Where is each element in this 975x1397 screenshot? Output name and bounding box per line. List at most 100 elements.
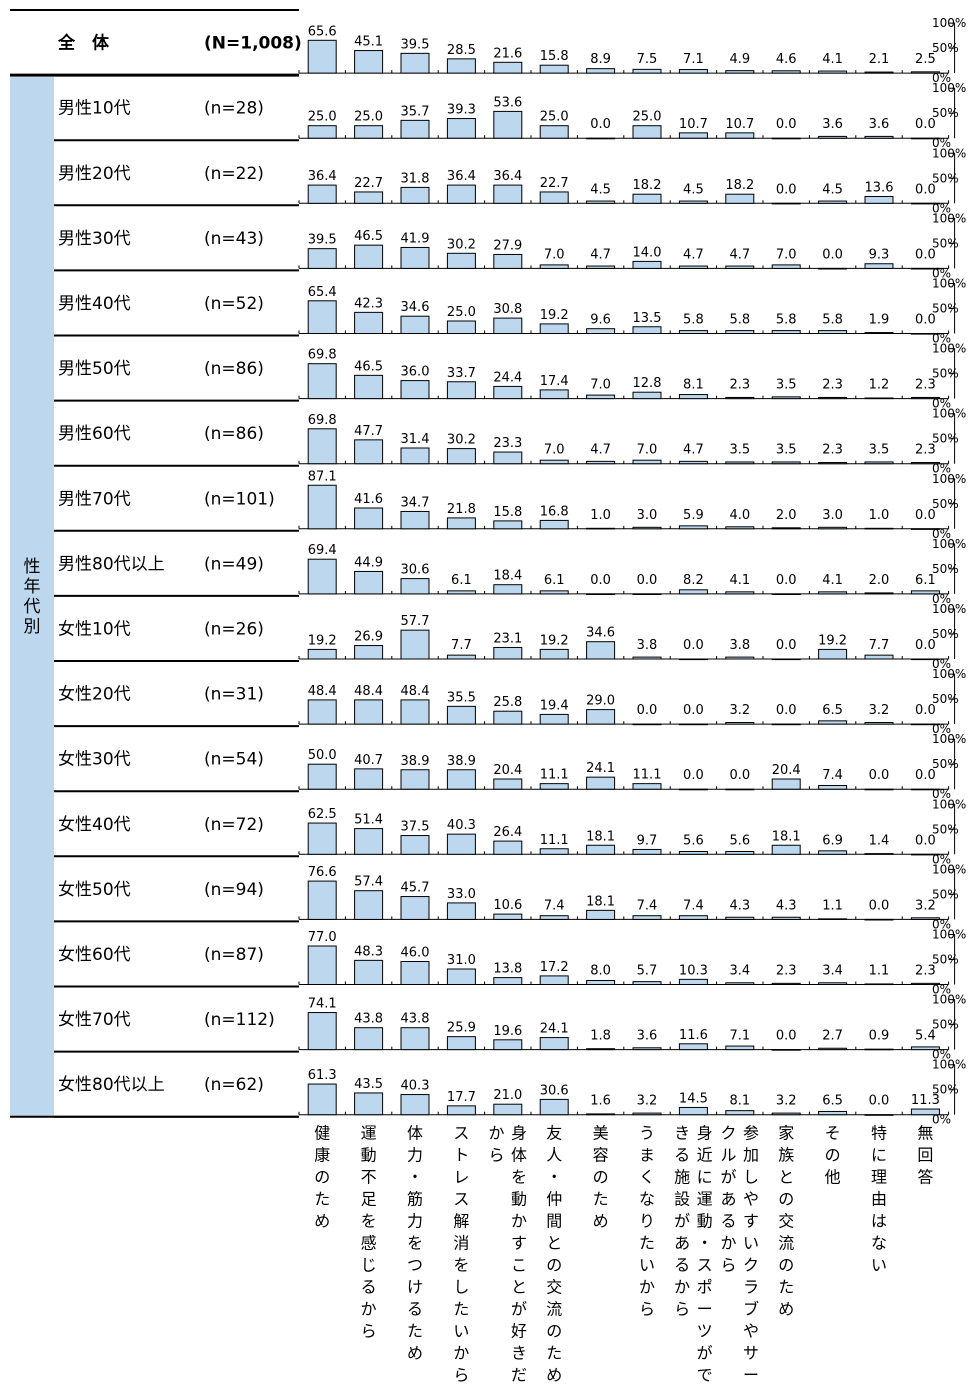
category-char: 答 (917, 1168, 933, 1187)
bar (493, 1039, 523, 1051)
data-label: 30.2 (447, 433, 476, 448)
category-char: あ (721, 1190, 737, 1209)
data-label: 22.7 (540, 176, 569, 191)
bar (818, 1110, 848, 1116)
data-label: 0.0 (683, 703, 704, 718)
data-label: 36.4 (493, 169, 522, 184)
category-char: 体 (407, 1124, 423, 1143)
category-char: 容 (593, 1146, 609, 1165)
bar (586, 527, 616, 530)
scale-label-100: 100% (932, 146, 966, 160)
category-char: し (453, 1278, 469, 1297)
data-label: 61.3 (308, 1068, 337, 1083)
category-char: 運 (361, 1124, 377, 1143)
category-char: い (639, 1256, 655, 1275)
data-label: 34.6 (401, 300, 430, 315)
scale-bracket (948, 673, 956, 725)
bar (539, 323, 569, 334)
data-label: 0.0 (776, 573, 797, 588)
bar (771, 844, 801, 855)
data-label: 0.0 (637, 703, 658, 718)
bar (354, 1092, 384, 1116)
scale-bracket (948, 803, 956, 855)
bar (771, 264, 801, 269)
scale-label-100: 100% (932, 211, 966, 225)
category-char: め (314, 1212, 330, 1231)
scale-bracket (948, 868, 956, 920)
data-label: 6.1 (451, 573, 472, 588)
bar (632, 981, 662, 986)
data-label: 8.1 (729, 1094, 750, 1109)
bar (910, 528, 940, 530)
data-label: 38.9 (401, 754, 430, 769)
bar (446, 705, 476, 725)
data-label: 30.6 (401, 563, 430, 578)
data-label: 87.1 (308, 469, 337, 484)
scale-label-100: 100% (932, 667, 966, 681)
category-char: の (593, 1168, 609, 1187)
data-label: 37.5 (401, 820, 430, 835)
data-label: 77.0 (308, 930, 337, 945)
category-char: 友 (546, 1124, 562, 1143)
data-label: 0.0 (637, 573, 658, 588)
data-label: 6.1 (915, 573, 936, 588)
category-char: ツ (697, 1322, 713, 1341)
data-label: 18.1 (772, 829, 801, 844)
bar (446, 1036, 476, 1051)
data-label: 1.1 (869, 964, 890, 979)
data-label: 26.4 (493, 825, 522, 840)
row-n-label: (n=54) (204, 750, 264, 770)
bar (632, 326, 662, 334)
scale-bracket (948, 217, 956, 269)
scale-label-50: 50% (932, 562, 959, 576)
scale-label-100: 100% (932, 732, 966, 746)
bar (539, 191, 569, 204)
category-char: を (407, 1234, 423, 1253)
data-label: 2.1 (869, 52, 890, 67)
bar (586, 137, 616, 140)
scale-label-100: 100% (932, 472, 966, 486)
category-char: 交 (546, 1278, 562, 1297)
scale-bracket (948, 608, 956, 659)
data-label: 3.0 (822, 508, 843, 523)
category-char: す (743, 1212, 759, 1231)
data-label: 25.0 (540, 110, 569, 125)
category-char: 無 (917, 1124, 933, 1143)
bar (678, 1106, 708, 1116)
category-char: や (743, 1190, 759, 1209)
bar (725, 788, 755, 791)
data-label: 15.8 (540, 49, 569, 64)
row-label: 男性60代 (58, 424, 131, 444)
data-label: 3.2 (869, 703, 890, 718)
row-label: 女性20代 (58, 685, 131, 705)
data-label: 3.2 (776, 1094, 797, 1109)
bar (818, 1047, 848, 1051)
category-char: る (674, 1146, 690, 1165)
data-label: 9.3 (869, 247, 890, 262)
bar (771, 527, 801, 530)
data-label: 18.1 (586, 829, 615, 844)
data-label: 10.7 (725, 117, 754, 132)
row-n-label: (n=49) (204, 554, 264, 574)
data-label: 11.1 (540, 768, 569, 783)
category-char: る (674, 1256, 690, 1275)
data-label: 3.8 (637, 638, 658, 653)
bar (818, 785, 848, 790)
bar (678, 723, 708, 726)
data-label: 7.7 (869, 638, 890, 653)
category-char: ら (674, 1300, 690, 1319)
scale-label-100: 100% (932, 277, 966, 291)
category-char: た (593, 1190, 609, 1209)
bar (539, 519, 569, 530)
category-char: こ (511, 1256, 527, 1275)
data-label: 3.6 (869, 117, 890, 132)
bar (446, 654, 476, 660)
data-label: 0.0 (915, 313, 936, 328)
category-char: た (639, 1234, 655, 1253)
data-label: 3.2 (729, 703, 750, 718)
data-label: 21.6 (493, 46, 522, 61)
bar (678, 788, 708, 791)
category-char: 由 (871, 1190, 887, 1209)
